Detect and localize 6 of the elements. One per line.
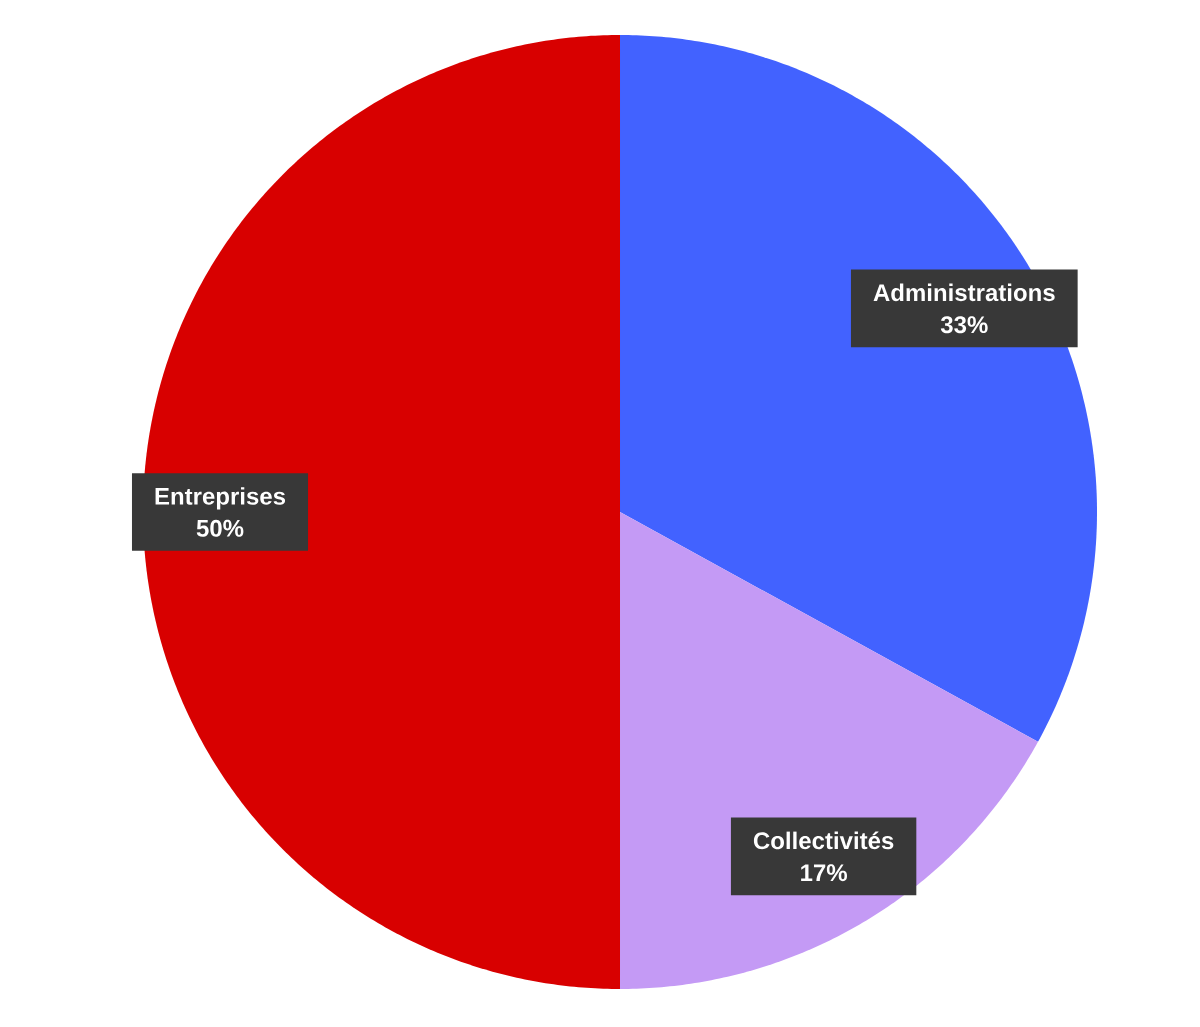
data-label: 17% <box>801 864 847 882</box>
data-label: 33% <box>940 316 988 334</box>
data-label: 50% <box>196 519 244 537</box>
slice-label: Collectivités <box>753 831 894 850</box>
slice-label: Entreprises <box>155 487 286 510</box>
slice-label: Administrations <box>873 283 1055 302</box>
